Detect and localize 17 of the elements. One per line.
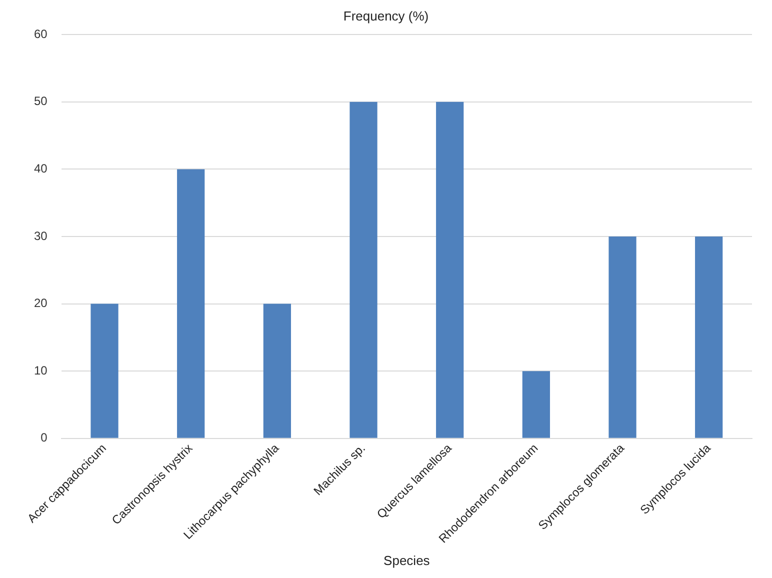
bar xyxy=(350,102,378,438)
y-tick-label: 20 xyxy=(34,296,48,310)
y-tick-label: 30 xyxy=(34,228,48,243)
y-tick-label: 10 xyxy=(34,363,48,378)
bar xyxy=(177,169,205,438)
chart-title: Frequency (%) xyxy=(343,8,429,24)
x-axis-title: Species xyxy=(384,552,430,568)
bar xyxy=(695,236,723,438)
bar xyxy=(522,371,550,438)
y-tick-label: 50 xyxy=(34,94,48,108)
y-tick-label: 0 xyxy=(40,430,48,445)
y-tick-label: 40 xyxy=(34,162,48,176)
bar xyxy=(608,236,636,438)
y-tick-label: 60 xyxy=(34,26,48,41)
bar xyxy=(263,304,291,438)
bar xyxy=(90,304,118,438)
bar xyxy=(436,102,464,438)
